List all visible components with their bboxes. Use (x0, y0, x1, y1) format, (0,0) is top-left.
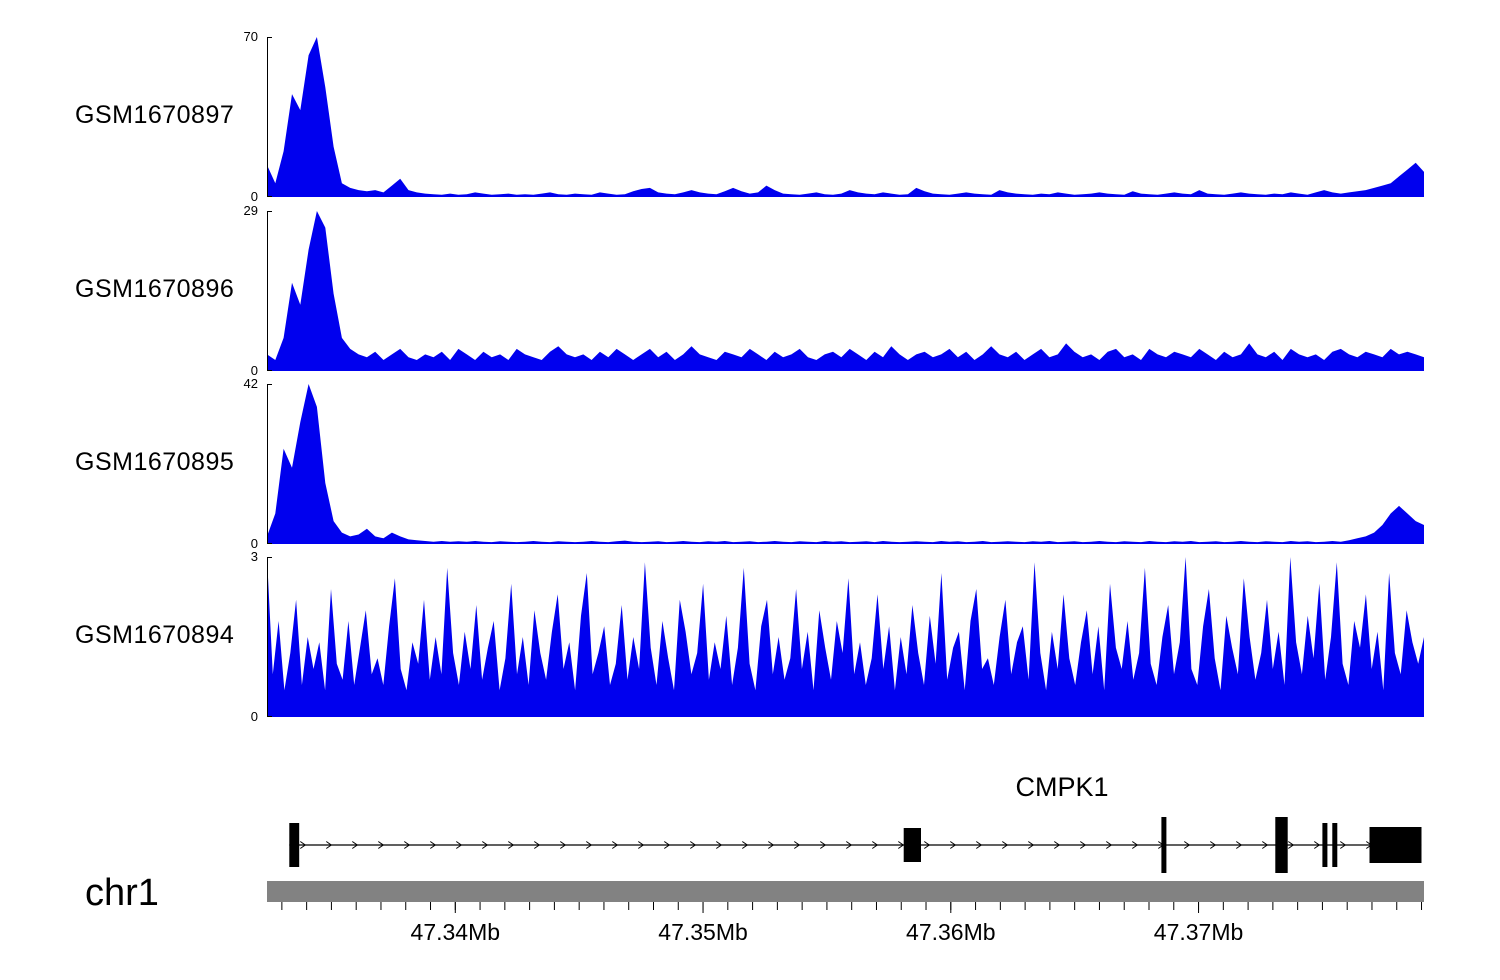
strand-arrow (1080, 841, 1087, 849)
strand-arrow (326, 841, 333, 849)
strand-arrow (1314, 841, 1321, 849)
strand-arrow (1210, 841, 1217, 849)
strand-arrow (1184, 841, 1191, 849)
track-gsm1670897: GSM1670897 70 0 (0, 29, 1500, 204)
exon (1332, 823, 1338, 867)
strand-arrow (508, 841, 515, 849)
axis-tick-label: 47.34Mb (411, 919, 501, 945)
axis-tick-label: 47.37Mb (1154, 919, 1244, 945)
strand-arrow (950, 841, 957, 849)
track-label: GSM1670894 (75, 621, 235, 649)
strand-arrow (976, 841, 983, 849)
strand-arrow (716, 841, 723, 849)
axis-tick-label: 47.36Mb (906, 919, 996, 945)
strand-arrow (456, 841, 463, 849)
gene-model-plot (289, 817, 1422, 873)
track-gsm1670894: GSM1670894 3 0 (0, 549, 1500, 724)
coverage-area (267, 37, 1424, 197)
strand-arrow (1002, 841, 1009, 849)
strand-arrow (742, 841, 749, 849)
y-axis-max-label: 70 (243, 29, 258, 44)
strand-arrow (586, 841, 593, 849)
strand-arrow (1236, 841, 1243, 849)
genomic-axis: 47.34Mb 47.35Mb 47.36Mb 47.37Mb (281, 902, 1423, 945)
strand-arrow (638, 841, 645, 849)
exon (1369, 827, 1422, 863)
strand-arrow (1132, 841, 1139, 849)
coverage-area (267, 384, 1424, 544)
y-axis-zero-label: 0 (250, 536, 258, 551)
coverage-area (267, 557, 1424, 717)
strand-arrow (352, 841, 359, 849)
strand-arrow (1288, 841, 1295, 849)
strand-arrow (794, 841, 801, 849)
strand-arrow (482, 841, 489, 849)
strand-arrow (300, 841, 307, 849)
coverage-plot (267, 211, 1424, 371)
y-axis-max-label: 42 (243, 376, 258, 391)
strand-arrow (898, 841, 905, 849)
coverage-plot (267, 37, 1424, 197)
track-label: GSM1670897 (75, 101, 235, 129)
coverage-plot (267, 384, 1424, 544)
track-gsm1670896: GSM1670896 29 0 (0, 203, 1500, 378)
track-label: GSM1670895 (75, 448, 235, 476)
strand-arrow (1340, 841, 1347, 849)
strand-arrow (664, 841, 671, 849)
strand-arrow (560, 841, 567, 849)
strand-arrow (378, 841, 385, 849)
chromosome-label: chr1 (85, 872, 159, 914)
strand-arrow (768, 841, 775, 849)
y-axis-max-label: 29 (243, 203, 258, 218)
strand-arrow (1028, 841, 1035, 849)
axis-tick-label: 47.35Mb (658, 919, 748, 945)
strand-arrow (846, 841, 853, 849)
strand-arrow (1262, 841, 1269, 849)
strand-arrow (1106, 841, 1113, 849)
exon (289, 823, 300, 867)
y-axis-zero-label: 0 (250, 709, 258, 724)
strand-arrow (430, 841, 437, 849)
strand-arrow (924, 841, 931, 849)
strand-arrow (690, 841, 697, 849)
coverage-plot (267, 557, 1424, 717)
strand-arrow (612, 841, 619, 849)
y-axis-zero-label: 0 (250, 363, 258, 378)
track-label: GSM1670896 (75, 275, 235, 303)
strand-arrow (534, 841, 541, 849)
exon (1161, 817, 1167, 873)
strand-arrow (820, 841, 827, 849)
y-axis-max-label: 3 (250, 549, 258, 564)
coverage-area (267, 211, 1424, 371)
y-axis-zero-label: 0 (250, 189, 258, 204)
strand-arrow (872, 841, 879, 849)
track-gsm1670895: GSM1670895 42 0 (0, 376, 1500, 551)
gene-model-track: CMPK1 (0, 772, 1500, 892)
exon (903, 828, 921, 862)
gene-name-label: CMPK1 (1015, 772, 1109, 802)
chromosome-bar (267, 881, 1424, 902)
exon (1275, 817, 1288, 873)
strand-arrow (1054, 841, 1061, 849)
strand-arrow (404, 841, 411, 849)
exon (1322, 823, 1328, 867)
